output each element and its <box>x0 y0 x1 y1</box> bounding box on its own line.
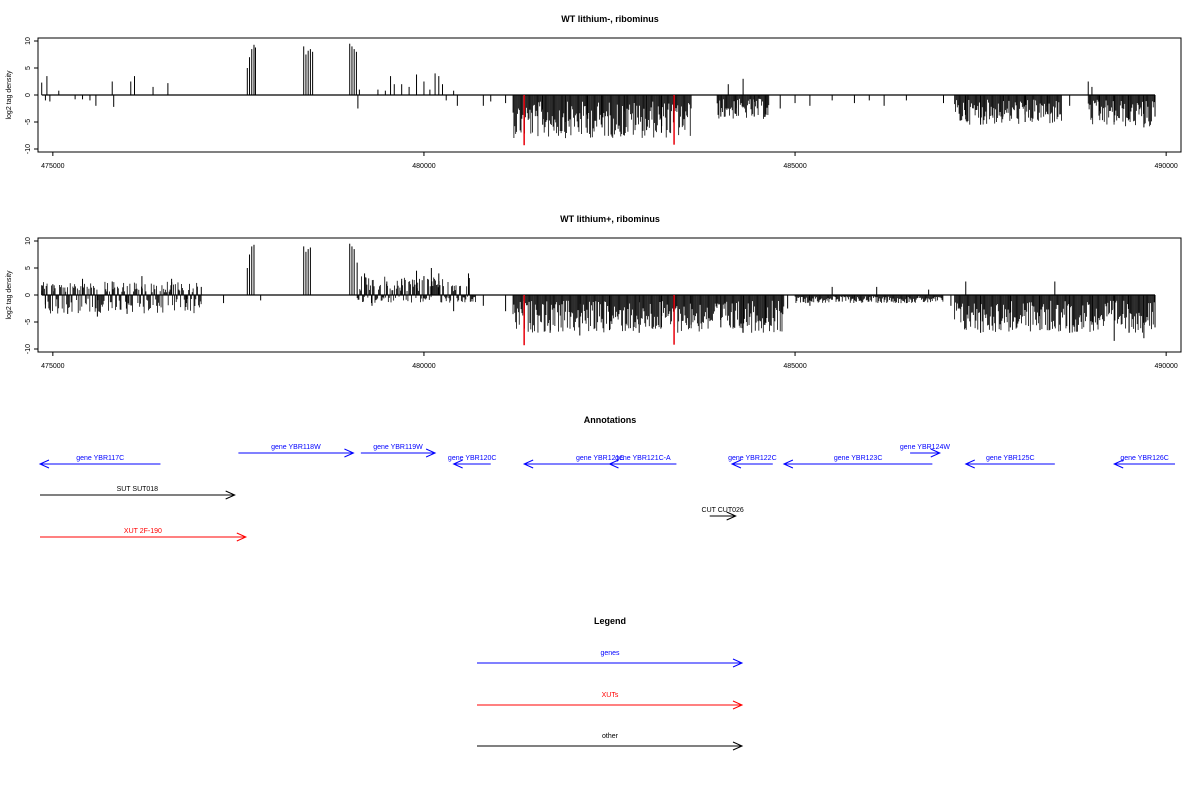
feature-label: gene YBR122C <box>728 455 777 462</box>
feature-label: gene YBR124W <box>900 444 950 451</box>
feature-arrow <box>238 448 355 458</box>
feature-arrow <box>964 459 1055 469</box>
coverage-panel: WT lithium+, ribominus log2 tag density 10… <box>6 214 1182 370</box>
feature-label: gene YBR117C <box>76 455 124 462</box>
feature-arrow <box>452 459 491 469</box>
coverage-panel: WT lithium-, ribominus log2 tag density 10… <box>6 14 1182 170</box>
dense-bar-block <box>512 95 692 139</box>
dense-bar-block <box>512 295 785 333</box>
feature-arrow <box>608 459 677 469</box>
y-tick-label: 5 <box>25 266 32 270</box>
x-tick-label: 490000 <box>1154 163 1177 170</box>
y-tick-label: -5 <box>25 119 32 125</box>
legend-arrow <box>477 741 744 751</box>
dense-bar-block <box>41 281 202 314</box>
x-tick-label: 490000 <box>1154 363 1177 370</box>
y-tick-label: 0 <box>25 93 32 97</box>
legend-label: genes <box>600 650 620 657</box>
x-tick-label: 480000 <box>412 163 435 170</box>
feature-arrow <box>360 448 437 458</box>
y-tick-label: -5 <box>25 319 32 325</box>
y-tick-label: -10 <box>25 344 32 354</box>
y-axis-label: log2 tag density <box>6 270 13 320</box>
x-tick-label: 475000 <box>41 163 64 170</box>
feature-label: gene YBR118W <box>271 444 321 451</box>
feature-label: gene YBR120C <box>448 455 497 462</box>
feature-label: gene YBR121C-A <box>615 455 671 462</box>
x-tick-label: 475000 <box>41 363 64 370</box>
annotations-title: Annotations <box>584 415 637 425</box>
annotation-track: Annotations gene YBR117C gene YBR118W gene… <box>38 415 1175 542</box>
feature-arrow <box>782 459 933 469</box>
y-tick-label: 10 <box>25 37 32 45</box>
x-tick-label: 480000 <box>412 363 435 370</box>
legend: Legend genes XUTs other <box>477 616 744 751</box>
feature-label: gene YBR126C <box>1120 455 1169 462</box>
legend-title: Legend <box>594 616 626 626</box>
feature-label: gene YBR121C <box>576 455 625 462</box>
feature-label: gene YBR125C <box>986 455 1035 462</box>
legend-label: XUTs <box>602 692 619 699</box>
feature-label: gene YBR123C <box>834 455 883 462</box>
x-tick-label: 485000 <box>783 163 806 170</box>
feature-arrow <box>40 490 236 500</box>
feature-arrow <box>730 459 773 469</box>
y-tick-label: 10 <box>25 237 32 245</box>
feature-arrow <box>38 459 161 469</box>
feature-arrow <box>1112 459 1175 469</box>
y-tick-label: 5 <box>25 66 32 70</box>
legend-arrow <box>477 658 744 668</box>
feature-arrow <box>40 532 248 542</box>
y-tick-label: -10 <box>25 144 32 154</box>
legend-arrow <box>477 700 744 710</box>
feature-label: gene YBR119W <box>373 444 423 451</box>
dense-bar-block <box>716 95 770 119</box>
y-tick-label: 0 <box>25 293 32 297</box>
dense-bar-block <box>954 95 1062 125</box>
dense-bar-block <box>794 295 944 304</box>
x-tick-label: 485000 <box>783 363 806 370</box>
feature-arrow <box>910 448 942 458</box>
panel-title: WT lithium+, ribominus <box>560 214 660 224</box>
feature-label: XUT 2F-190 <box>124 528 162 535</box>
feature-label: SUT SUT018 <box>117 486 159 493</box>
dense-bar-block <box>954 295 1156 333</box>
dense-bar-block <box>1087 95 1156 127</box>
panel-title: WT lithium-, ribominus <box>561 14 659 24</box>
feature-arrow <box>709 511 737 521</box>
feature-label: CUT CUT026 <box>702 507 744 514</box>
y-axis-label: log2 tag density <box>6 70 13 120</box>
legend-label: other <box>602 733 619 740</box>
